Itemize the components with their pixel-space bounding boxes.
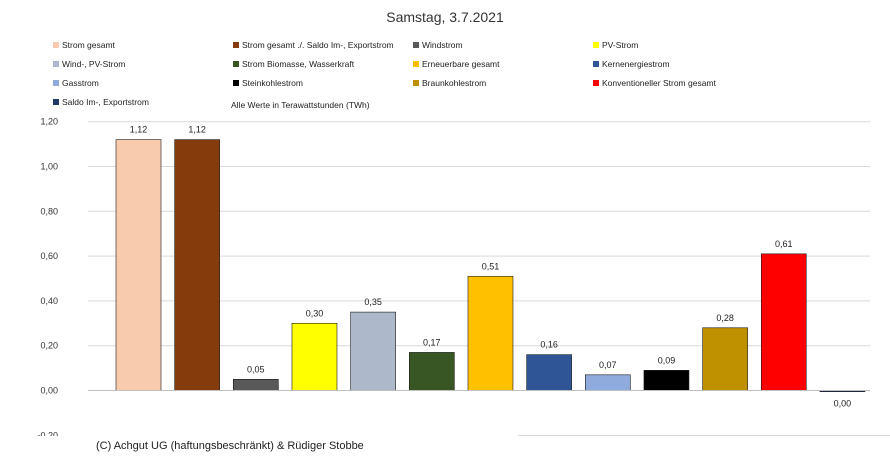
data-label: 0,30: [306, 308, 324, 318]
legend-swatch: [53, 99, 59, 105]
legend-label: Windstrom: [422, 40, 463, 50]
data-label: 0,09: [658, 355, 676, 365]
y-tick-label: 0,00: [40, 386, 58, 396]
footer-mask: [0, 436, 518, 464]
y-tick-label: 0,60: [40, 251, 58, 261]
bar: [702, 327, 748, 391]
data-label: 0,35: [364, 297, 382, 307]
legend-swatch: [593, 80, 599, 86]
data-label: 0,61: [775, 239, 793, 249]
legend-swatch: [413, 61, 419, 67]
legend-swatch: [233, 42, 239, 48]
legend-label: PV-Strom: [602, 40, 639, 50]
legend-swatch: [593, 61, 599, 67]
legend-label: Konventioneller Strom gesamt: [602, 78, 716, 88]
copyright-footer: (C) Achgut UG (haftungsbeschränkt) & Rüd…: [96, 440, 364, 452]
legend-swatch: [233, 61, 239, 67]
y-tick-label: 1,20: [40, 117, 58, 127]
data-label: 0,05: [247, 364, 265, 374]
bar: [350, 311, 396, 391]
data-label: 0,28: [716, 313, 734, 323]
data-label: 0,17: [423, 337, 441, 347]
bar: [643, 370, 690, 391]
data-label: 1,12: [130, 125, 148, 135]
legend-item: PV-Strom: [593, 40, 638, 50]
data-label: 0,07: [599, 360, 617, 370]
legend-item: Erneuerbare gesamt: [413, 59, 500, 69]
bar: [233, 378, 279, 391]
bar: [526, 354, 572, 391]
legend-label: Gasstrom: [62, 78, 99, 88]
legend-item: Windstrom: [413, 40, 463, 50]
bar: [467, 275, 514, 391]
bar: [584, 374, 631, 391]
chart-title: Samstag, 3.7.2021: [386, 9, 504, 25]
legend-label: Strom gesamt: [62, 40, 115, 50]
legend-item: Strom gesamt: [53, 40, 115, 50]
bar: [409, 352, 455, 391]
legend-label: Braunkohlestrom: [422, 78, 487, 88]
legend-swatch: [53, 42, 59, 48]
bar: [291, 322, 338, 391]
legend-item: Wind-, PV-Strom: [53, 59, 125, 69]
bar: [115, 139, 162, 391]
legend-swatch: [233, 80, 239, 86]
y-tick-label: 0,80: [40, 206, 58, 216]
legend-item: Steinkohlestrom: [233, 78, 303, 88]
legend-label: Strom Biomasse, Wasserkraft: [242, 59, 355, 69]
legend-item: Strom gesamt ./. Saldo Im-, Exportstrom: [233, 40, 394, 50]
legend-item: Saldo Im-, Exportstrom: [53, 97, 149, 107]
data-label: 0,00: [834, 399, 852, 409]
data-label: 0,51: [482, 261, 500, 271]
legend-swatch: [413, 42, 419, 48]
legend-item: Gasstrom: [53, 78, 99, 88]
legend-label: Kernenergiestrom: [602, 59, 670, 69]
y-tick-label: -0,20: [37, 430, 58, 440]
bar: [174, 139, 220, 391]
y-tick-label: 1,00: [40, 162, 58, 172]
legend-item: Braunkohlestrom: [413, 78, 486, 88]
y-tick-label: 0,20: [40, 341, 58, 351]
legend-swatch: [593, 42, 599, 48]
legend-label: Steinkohlestrom: [242, 78, 303, 88]
legend-swatch: [53, 80, 59, 86]
data-label: 0,16: [540, 340, 558, 350]
legend-item: Konventioneller Strom gesamt: [593, 78, 716, 88]
legend-swatch: [413, 80, 419, 86]
legend-label: Erneuerbare gesamt: [422, 59, 500, 69]
legend-label: Saldo Im-, Exportstrom: [62, 97, 149, 107]
legend-label: Strom gesamt ./. Saldo Im-, Exportstrom: [242, 40, 394, 50]
y-tick-label: 0,40: [40, 296, 58, 306]
unit-note: Alle Werte in Terawattstunden (TWh): [231, 100, 370, 110]
bar: [760, 253, 807, 391]
legend-swatch: [53, 61, 59, 67]
legend-item: Strom Biomasse, Wasserkraft: [233, 59, 354, 69]
data-label: 1,12: [188, 125, 206, 135]
legend-label: Wind-, PV-Strom: [62, 59, 126, 69]
legend-item: Kernenergiestrom: [593, 59, 670, 69]
